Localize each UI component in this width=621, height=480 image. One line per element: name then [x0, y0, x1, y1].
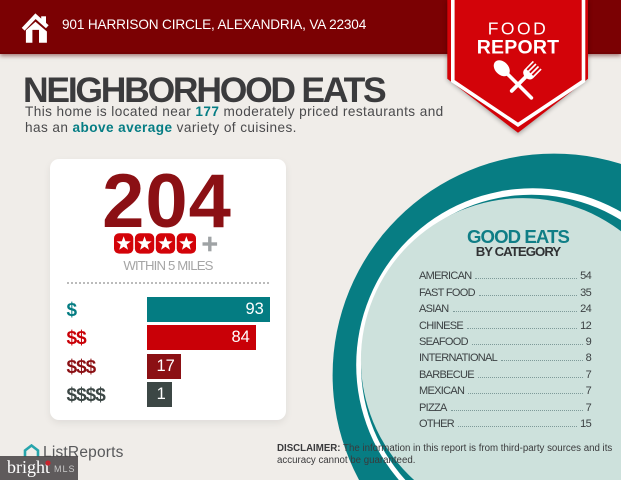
svg-text:REPORT: REPORT [477, 37, 559, 59]
svg-text:FOOD: FOOD [488, 19, 549, 39]
